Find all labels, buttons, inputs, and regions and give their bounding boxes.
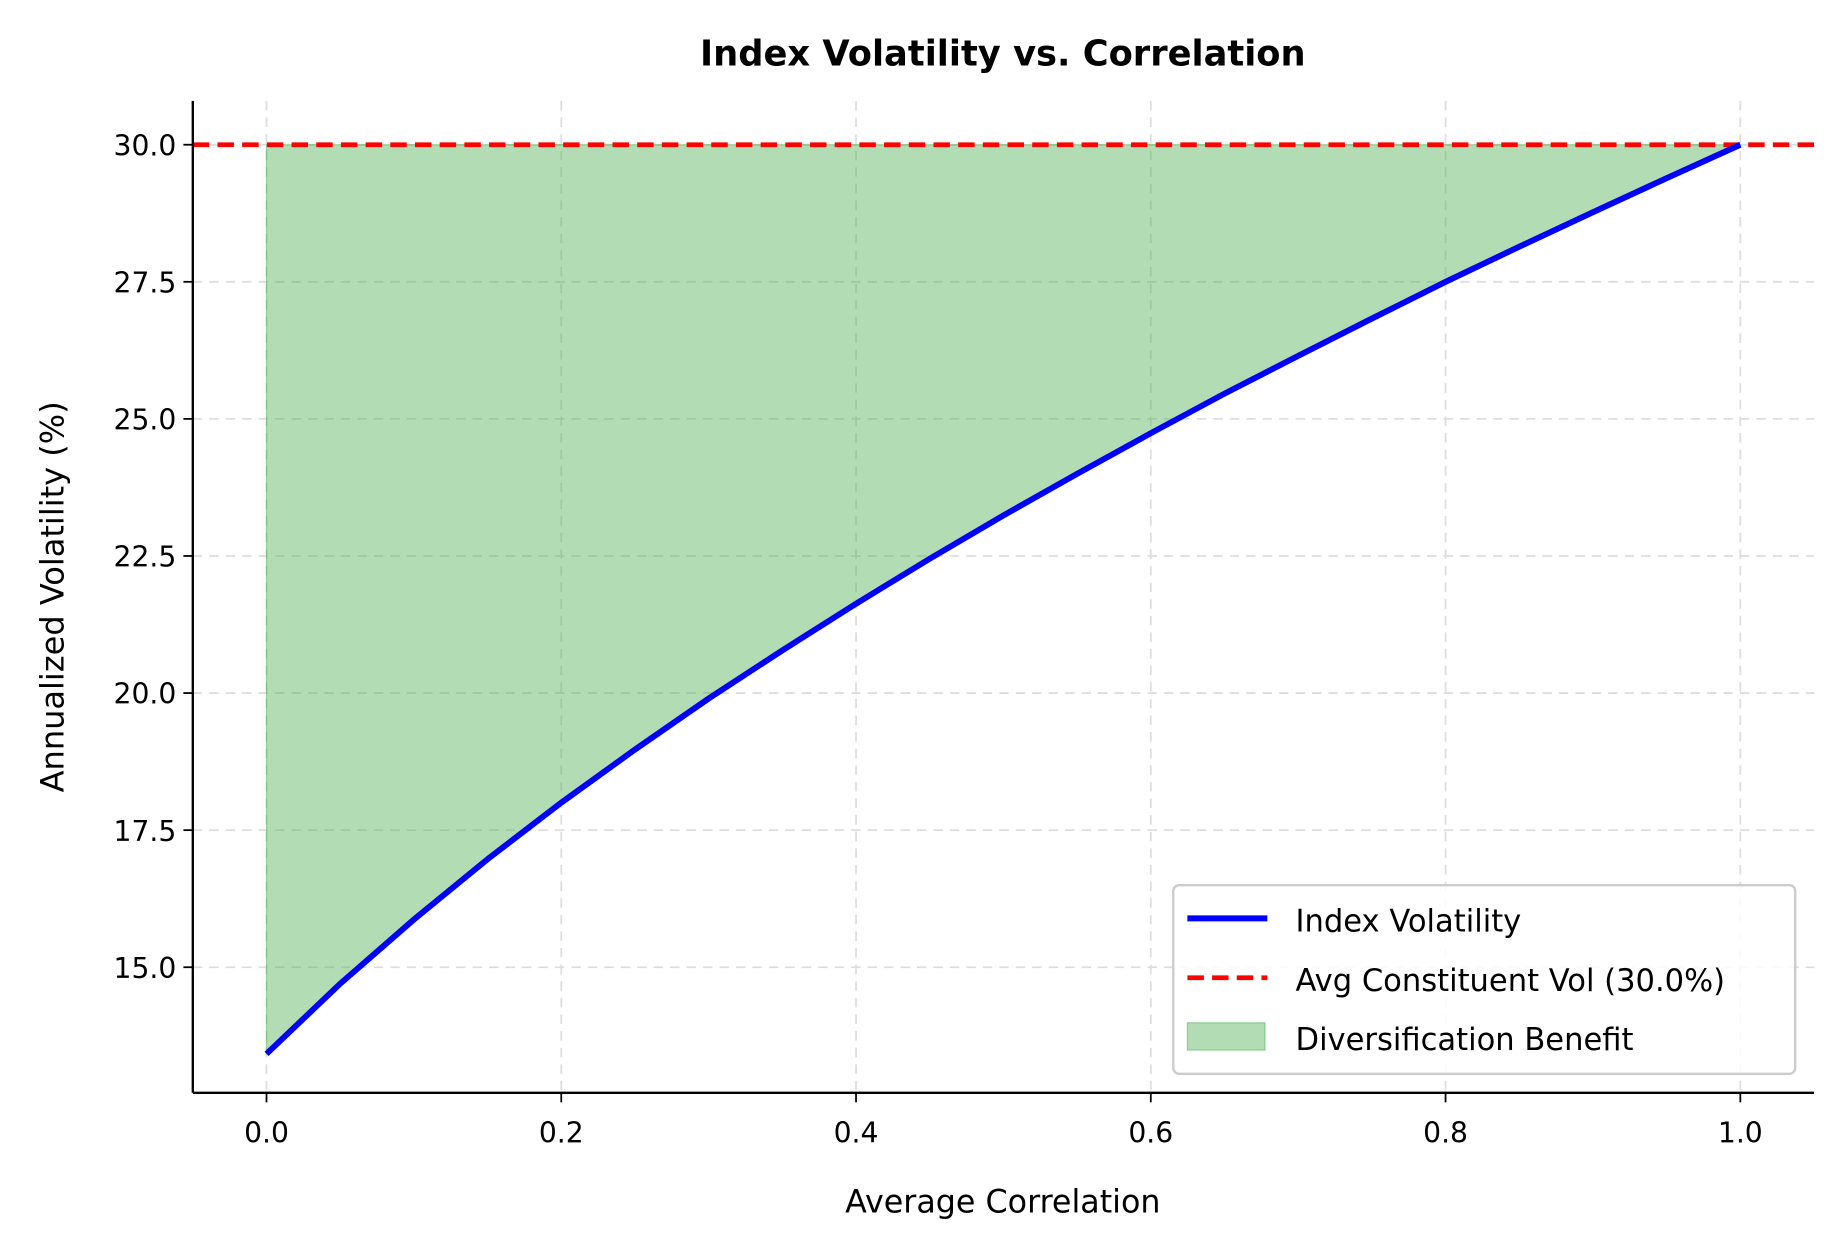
y-tick-label: 22.5 [114,541,177,574]
x-tick-label: 0.2 [539,1117,584,1150]
axes [191,100,1815,1094]
y-tick-label: 25.0 [114,403,177,436]
y-tick-label: 15.0 [114,952,177,985]
legend: Index Volatility Avg Constituent Vol (30… [1172,883,1797,1076]
x-tick-label: 0.8 [1423,1117,1468,1150]
x-tick-label: 0.6 [1128,1117,1173,1150]
legend-swatch-diversification-benefit [1186,1022,1266,1051]
y-tick-label: 27.5 [114,266,177,299]
x-tick-label: 0.4 [834,1117,879,1150]
legend-label-avg-constituent-vol: Avg Constituent Vol (30.0%) [1296,964,1725,999]
y-axis-label: Annualized Volatility (%) [34,401,72,792]
legend-box [1172,883,1797,1076]
y-tick-label: 20.0 [114,678,177,711]
legend-label-index-volatility: Index Volatility [1296,904,1522,939]
index-volatility-line [264,142,1742,1057]
chart-title: Index Volatility vs. Correlation [700,33,1306,74]
legend-label-diversification-benefit: Diversification Benefit [1296,1023,1634,1058]
y-tick-label: 30.0 [114,129,177,162]
x-axis-label: Average Correlation [845,1183,1160,1221]
x-tick-label: 1.0 [1718,1117,1763,1150]
x-tick-label: 0.0 [244,1117,289,1150]
y-tick-label: 17.5 [114,815,177,848]
ticks: 0.0 0.2 0.4 0.6 0.8 1.0 15.0 17.5 20.0 22.5 25.0 27… [114,129,1763,1149]
